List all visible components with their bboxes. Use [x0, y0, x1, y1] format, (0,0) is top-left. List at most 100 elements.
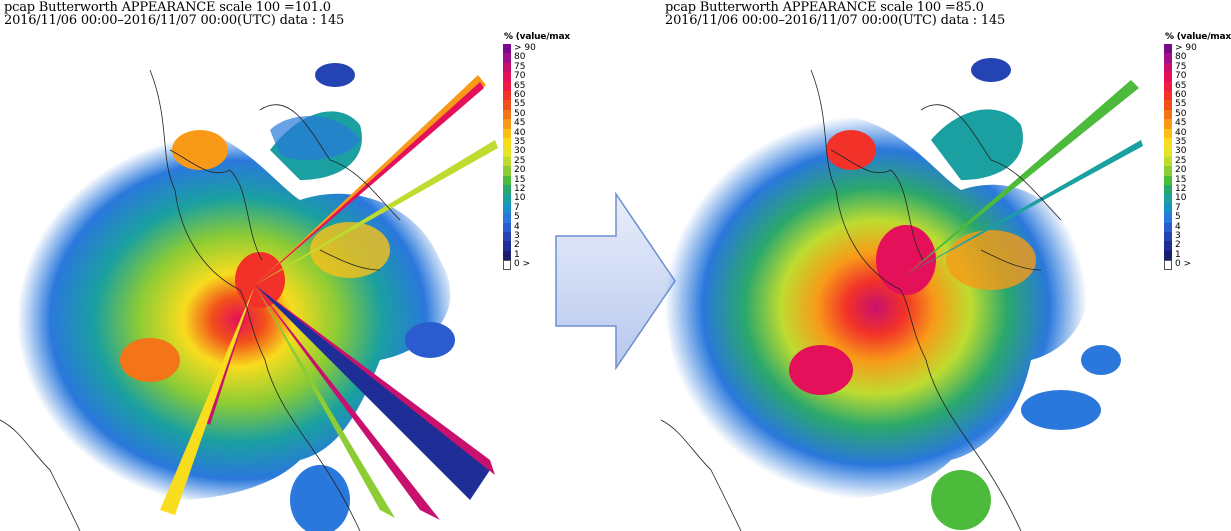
- legend-label: 65: [1175, 80, 1187, 91]
- legend-swatch: [1164, 100, 1172, 110]
- legend-item: 4: [500, 221, 570, 232]
- legend-item: 35: [1161, 137, 1231, 148]
- legend-swatch: [1164, 72, 1172, 82]
- legend-item: 2: [500, 240, 570, 251]
- legend-item: 50: [1161, 108, 1231, 120]
- legend-item: 65: [500, 81, 570, 91]
- legend-label: 45: [514, 118, 526, 129]
- legend-swatch: [1164, 185, 1172, 195]
- legend-label: 80: [514, 52, 526, 63]
- radar-map: [661, 58, 1143, 531]
- legend-swatch: [1164, 166, 1172, 176]
- legend-swatch: [1164, 81, 1172, 91]
- legend-swatch: [1164, 44, 1172, 54]
- legend-swatch: [503, 72, 511, 82]
- legend-item: 45: [1161, 118, 1231, 129]
- legend-label: 40: [514, 127, 526, 138]
- right-arrow-icon: [555, 192, 676, 370]
- legend-item: 7: [1161, 203, 1231, 214]
- legend-swatch: [503, 156, 511, 167]
- legend-swatch: [503, 175, 511, 185]
- legend-swatch: [503, 100, 511, 110]
- legend-label: 60: [514, 90, 526, 100]
- legend-label: 2: [514, 240, 520, 251]
- legend-item: 20: [500, 165, 570, 176]
- legend-swatch: [503, 53, 511, 63]
- panel-subtitle: 2016/11/06 00:00–2016/11/07 00:00(UTC) d…: [665, 13, 1006, 28]
- legend-label: 3: [1175, 231, 1181, 241]
- legend-item: 12: [500, 184, 570, 195]
- legend-label: 20: [1175, 165, 1187, 176]
- radar-panel-left: pcap Butterworth APPEARANCE scale 100 =1…: [0, 0, 570, 531]
- legend-label: 25: [1175, 155, 1187, 166]
- legend-swatch: [1164, 232, 1172, 242]
- radar-panel-right: pcap Butterworth APPEARANCE scale 100 =8…: [661, 0, 1231, 531]
- legend-item: 60: [500, 90, 570, 101]
- legend-item: 10: [500, 193, 570, 204]
- legend-label: 35: [1175, 137, 1187, 147]
- legend-swatch: [503, 260, 511, 270]
- legend-item: 25: [1161, 155, 1231, 167]
- legend-swatch: [503, 81, 511, 91]
- legend-label: 75: [1175, 61, 1187, 72]
- legend-item: 7: [500, 202, 570, 214]
- legend-swatch: [503, 119, 511, 129]
- legend-swatch: [503, 222, 511, 232]
- legend-item: 5: [500, 212, 570, 223]
- legend-item: 30: [500, 146, 570, 157]
- legend-item: 25: [500, 155, 570, 167]
- legend-label: 10: [514, 193, 526, 204]
- legend-swatch: [503, 109, 511, 120]
- legend-item: 1: [1161, 249, 1231, 261]
- interference-rays: [160, 75, 498, 520]
- legend-label: 20: [514, 165, 526, 176]
- legend-label: 30: [1175, 146, 1187, 157]
- legend-item: 60: [1161, 90, 1231, 101]
- legend-swatch: [1164, 91, 1172, 101]
- legend-label: 12: [514, 184, 526, 194]
- legend-label: 4: [514, 221, 520, 232]
- legend-item: 40: [1161, 128, 1231, 138]
- legend-swatch: [1164, 222, 1172, 232]
- legend-swatch: [1164, 250, 1172, 261]
- legend-label: 45: [1175, 118, 1187, 129]
- legend-swatch: [503, 194, 511, 204]
- legend-swatch: [503, 128, 511, 138]
- legend-item: > 90: [1161, 43, 1231, 54]
- legend-swatch: [1164, 175, 1172, 185]
- radar-echo: [8, 63, 455, 531]
- legend-label: 60: [1175, 90, 1187, 100]
- legend-label: 1: [1175, 249, 1181, 260]
- legend-swatch: [503, 166, 511, 176]
- legend-item: 70: [500, 71, 570, 82]
- radar-map: [0, 63, 498, 531]
- legend-item: 30: [1161, 146, 1231, 157]
- legend-item: 55: [500, 99, 570, 110]
- legend-label: 3: [514, 231, 520, 241]
- legend-label: 15: [1175, 174, 1187, 185]
- legend-item: 50: [500, 109, 570, 120]
- legend-label: 2: [1175, 240, 1181, 251]
- interference-rays: [906, 80, 1143, 275]
- legend-item: 70: [1161, 71, 1231, 82]
- legend-label: 70: [1175, 71, 1187, 82]
- legend-swatch: [503, 138, 511, 148]
- legend-label: 4: [1175, 221, 1181, 232]
- legend-swatch: [503, 62, 511, 73]
- legend-item: 2: [1161, 240, 1231, 251]
- legend-swatch: [1164, 119, 1172, 129]
- legend-item: 75: [1161, 61, 1231, 73]
- legend-label: 0 >: [514, 259, 531, 270]
- legend-label: 7: [514, 202, 520, 213]
- legend-label: 25: [514, 155, 526, 166]
- legend-swatch: [1164, 138, 1172, 148]
- legend-item: 5: [1161, 212, 1231, 223]
- legend-item: 0 >: [1161, 259, 1231, 270]
- legend-item: 20: [1161, 165, 1231, 176]
- legend-item: 80: [500, 52, 570, 63]
- panel-title: pcap Butterworth APPEARANCE scale 100 =1…: [4, 0, 331, 15]
- legend-label: 75: [514, 61, 526, 72]
- legend-item: 0 >: [500, 259, 570, 270]
- panel-title: pcap Butterworth APPEARANCE scale 100 =8…: [665, 0, 984, 15]
- legend-label: 50: [1175, 108, 1187, 119]
